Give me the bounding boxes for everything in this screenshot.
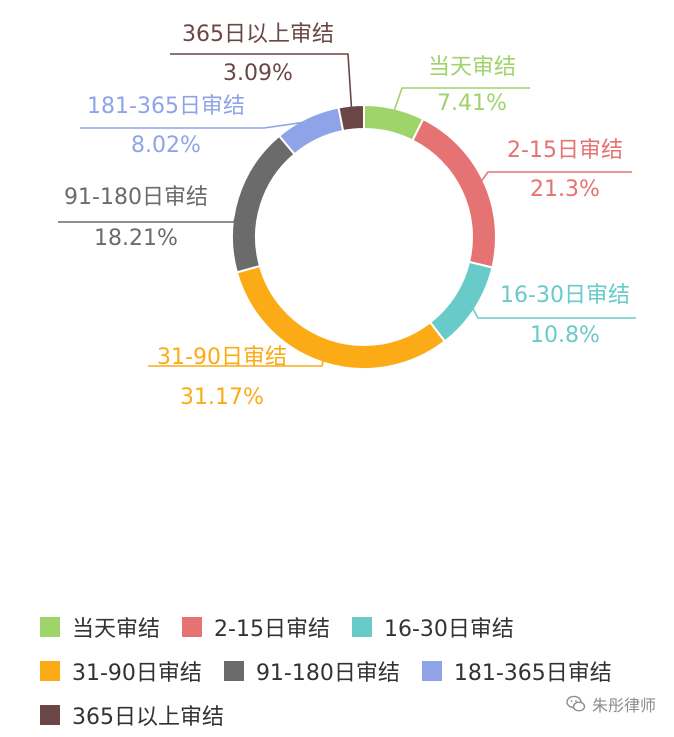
legend-label: 31-90日审结 [72,661,202,686]
leader-line [392,87,530,113]
slice-label: 31-90日审结 [157,345,287,370]
legend-row: 365日以上审结 [40,693,660,737]
watermark: 朱彤律师 [566,692,656,716]
slice-percent-label: 8.02% [131,133,201,158]
legend-label: 365日以上审结 [72,705,224,730]
legend-item-31-90: 31-90日审结 [40,655,202,687]
slice-percent-label: 7.41% [437,91,507,116]
legend-label: 当天审结 [72,617,161,642]
legend-item-91-180: 91-180日审结 [223,655,400,687]
slice-label: 当天审结 [428,55,516,80]
slice-label: 365日以上审结 [182,22,334,47]
legend-label: 91-180日审结 [255,661,400,686]
slice-percent-label: 3.09% [223,61,293,86]
leader-line [80,120,309,129]
legend-row: 31-90日审结 91-180日审结 181-365日审结 [40,649,660,693]
donut-slice [428,260,494,343]
donut-slice [277,106,345,156]
legend-item-same-day: 当天审结 [40,611,160,643]
legend-label: 2-15日审结 [214,617,330,642]
legend-label: 181-365日审结 [453,661,612,686]
legend-swatch [351,617,372,637]
chart-legend: 当天审结 2-15日审结 16-30日审结 31-90日审结 91-180日审结… [40,605,660,737]
leader-line [148,358,325,367]
legend-item-over-365: 365日以上审结 [40,699,224,731]
donut-slice [337,103,365,133]
slice-label: 181-365日审结 [87,94,245,119]
legend-item-2-15: 2-15日审结 [182,611,330,643]
slice-label: 2-15日审结 [507,138,623,163]
slice-percent-label: 31.17% [180,385,264,410]
legend-swatch [40,661,60,681]
leader-line [470,305,636,319]
legend-swatch [40,617,60,637]
legend-swatch [182,617,203,637]
legend-swatch [223,661,244,681]
leader-line [170,53,353,110]
slice-percent-label: 18.21% [94,226,178,251]
legend-swatch [421,661,442,681]
legend-label: 16-30日审结 [383,617,514,642]
slice-label: 16-30日审结 [500,283,630,308]
slice-percent-label: 21.3% [530,177,600,202]
slice-label: 91-180日审结 [64,185,208,210]
legend-item-16-30: 16-30日审结 [351,611,514,643]
leader-line [58,198,243,223]
watermark-text: 朱彤律师 [591,696,656,715]
donut-slice [231,134,296,274]
legend-item-181-365: 181-365日审结 [421,655,612,687]
leader-line [479,171,632,184]
donut-slice [411,117,497,269]
donut-chart: 当天审结 7.41%2-15日审结 21.3% 16-30日审结 10.8% 31-90日… [58,22,636,410]
slice-percent-label: 10.8% [530,323,600,348]
legend-row: 当天审结 2-15日审结 16-30日审结 [40,605,660,649]
wechat-icon [566,695,586,712]
legend-swatch [40,705,60,725]
